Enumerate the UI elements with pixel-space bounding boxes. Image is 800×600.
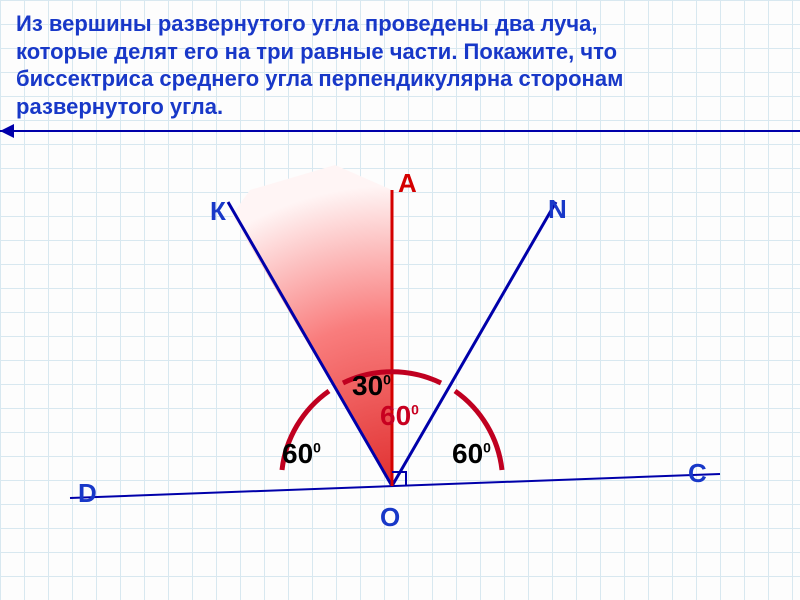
label-D: D — [78, 478, 97, 509]
angle-right-60: 600 — [452, 438, 491, 470]
angle-value: 60 — [380, 400, 411, 431]
label-O: O — [380, 502, 400, 533]
angle-value: 60 — [452, 438, 483, 469]
angle-value: 30 — [352, 370, 383, 401]
label-K: К — [210, 196, 226, 227]
label-A: A — [398, 168, 417, 199]
angle-bisector-30: 300 — [352, 370, 391, 402]
angle-value: 60 — [282, 438, 313, 469]
label-C: C — [688, 458, 707, 489]
label-N: N — [548, 194, 567, 225]
angle-mid-60: 600 — [380, 400, 419, 432]
line-DC — [70, 474, 720, 498]
angle-left-60: 600 — [282, 438, 321, 470]
